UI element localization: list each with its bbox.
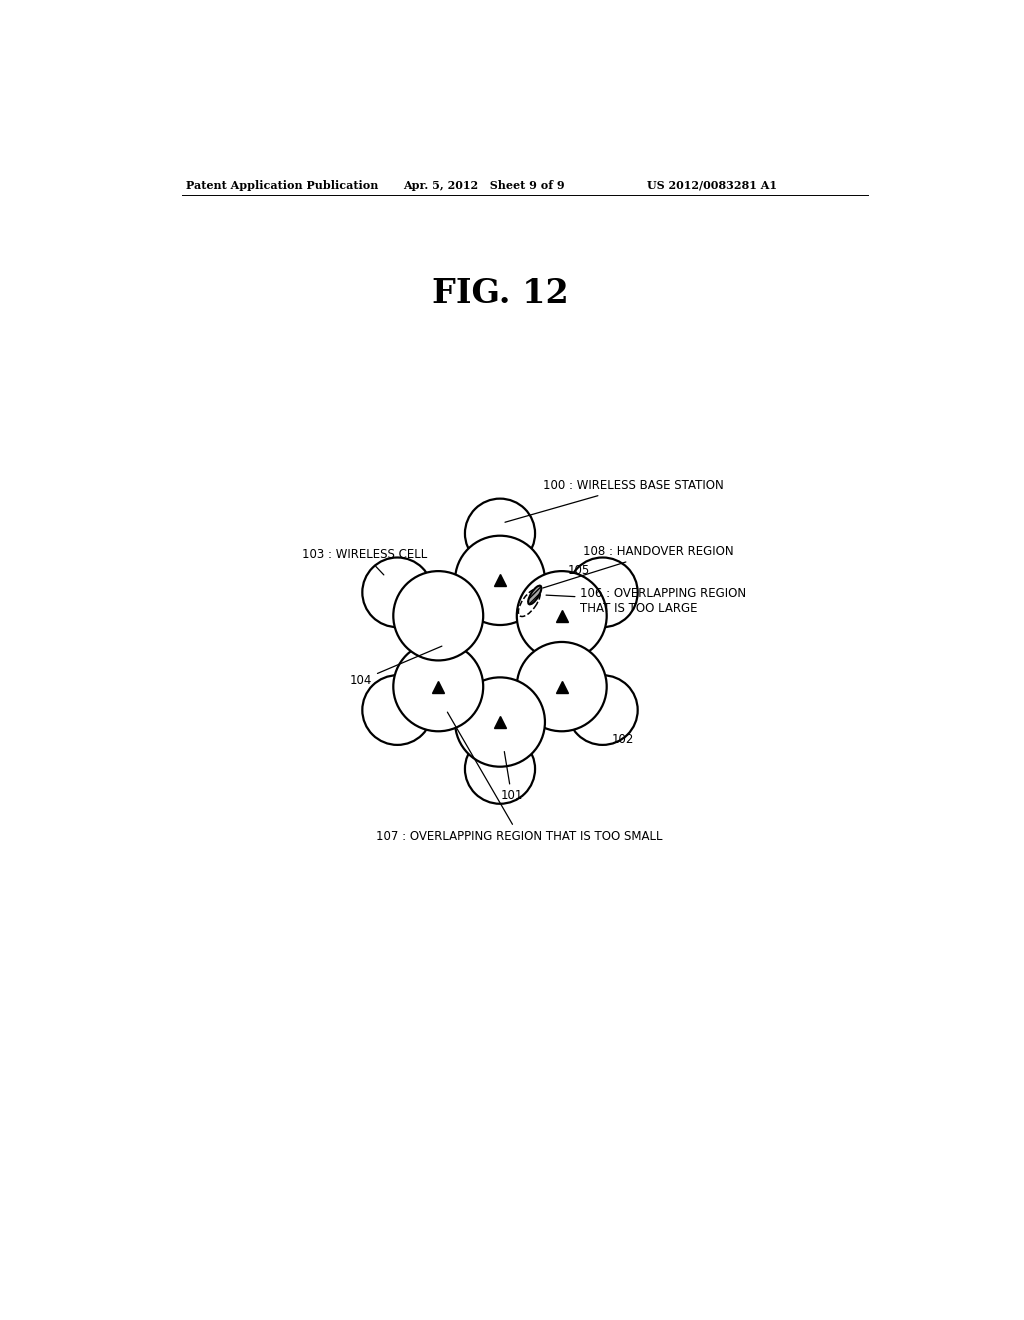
Text: 100 : WIRELESS BASE STATION: 100 : WIRELESS BASE STATION (505, 479, 723, 523)
Text: 105: 105 (567, 564, 590, 577)
Circle shape (567, 676, 638, 744)
Circle shape (393, 642, 483, 731)
Text: US 2012/0083281 A1: US 2012/0083281 A1 (647, 180, 777, 191)
Circle shape (362, 676, 432, 744)
Circle shape (455, 677, 545, 767)
Text: 108 : HANDOVER REGION: 108 : HANDOVER REGION (543, 545, 733, 587)
Circle shape (455, 536, 545, 626)
Text: 101: 101 (501, 751, 523, 803)
Circle shape (362, 557, 432, 627)
Text: 102: 102 (612, 733, 634, 746)
Circle shape (465, 499, 536, 569)
Text: FIG. 12: FIG. 12 (432, 277, 568, 310)
Circle shape (517, 572, 606, 660)
Circle shape (567, 557, 638, 627)
Text: Apr. 5, 2012   Sheet 9 of 9: Apr. 5, 2012 Sheet 9 of 9 (403, 180, 565, 191)
Circle shape (517, 642, 606, 731)
Circle shape (465, 734, 536, 804)
Text: 103 : WIRELESS CELL: 103 : WIRELESS CELL (302, 548, 428, 576)
Text: 107 : OVERLAPPING REGION THAT IS TOO SMALL: 107 : OVERLAPPING REGION THAT IS TOO SMA… (376, 711, 663, 842)
Text: 106 : OVERLAPPING REGION
THAT IS TOO LARGE: 106 : OVERLAPPING REGION THAT IS TOO LAR… (546, 587, 746, 615)
Circle shape (393, 572, 483, 660)
Text: Patent Application Publication: Patent Application Publication (186, 180, 379, 191)
Ellipse shape (528, 586, 542, 605)
Text: 104: 104 (350, 645, 442, 686)
